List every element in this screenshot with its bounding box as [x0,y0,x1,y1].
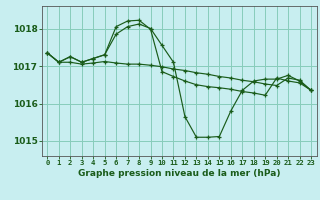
X-axis label: Graphe pression niveau de la mer (hPa): Graphe pression niveau de la mer (hPa) [78,169,280,178]
